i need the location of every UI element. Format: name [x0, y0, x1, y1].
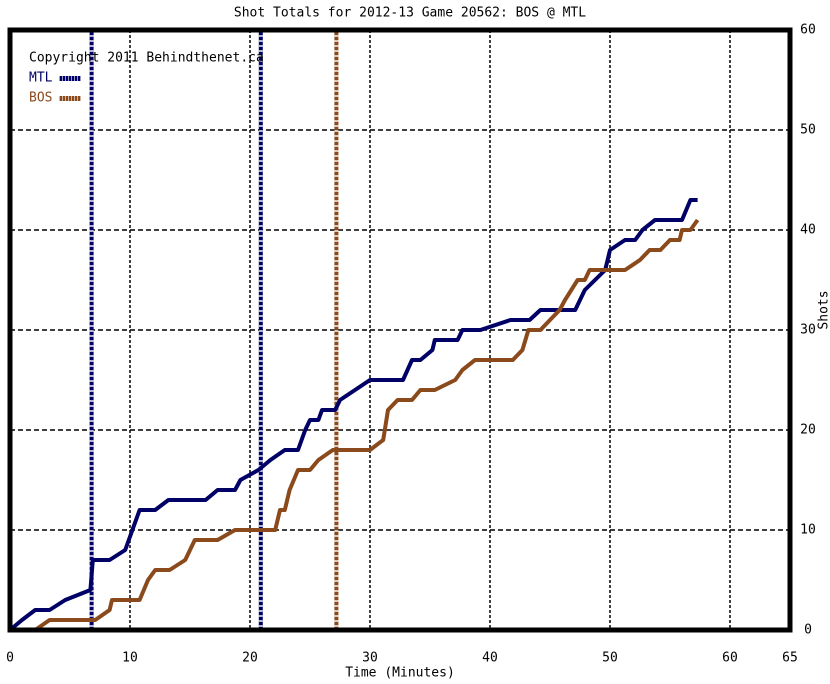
copyright-note: Copyright 2011 Behindthenet.ca	[29, 51, 264, 66]
y-tick-label: 30	[800, 323, 816, 338]
y-tick-label: 0	[804, 623, 812, 638]
x-tick-label: 20	[242, 651, 258, 666]
x-tick-label: 0	[6, 651, 14, 666]
x-axis-label: Time (Minutes)	[345, 666, 455, 681]
chart-title: Shot Totals for 2012-13 Game 20562: BOS …	[234, 6, 586, 21]
y-tick-label: 10	[800, 523, 816, 538]
x-tick-label: 65	[782, 651, 798, 666]
y-tick-label: 50	[800, 123, 816, 138]
y-tick-label: 60	[800, 23, 816, 38]
legend-label: MTL	[29, 71, 53, 86]
x-tick-label: 10	[122, 651, 138, 666]
y-tick-label: 40	[800, 223, 816, 238]
y-tick-label: 20	[800, 423, 816, 438]
x-tick-label: 50	[602, 651, 618, 666]
legend-label: BOS	[29, 91, 52, 106]
x-tick-label: 30	[362, 651, 378, 666]
x-tick-label: 40	[482, 651, 498, 666]
y-axis-label: Shots	[817, 290, 830, 329]
x-tick-label: 60	[722, 651, 738, 666]
series-line	[10, 200, 698, 630]
